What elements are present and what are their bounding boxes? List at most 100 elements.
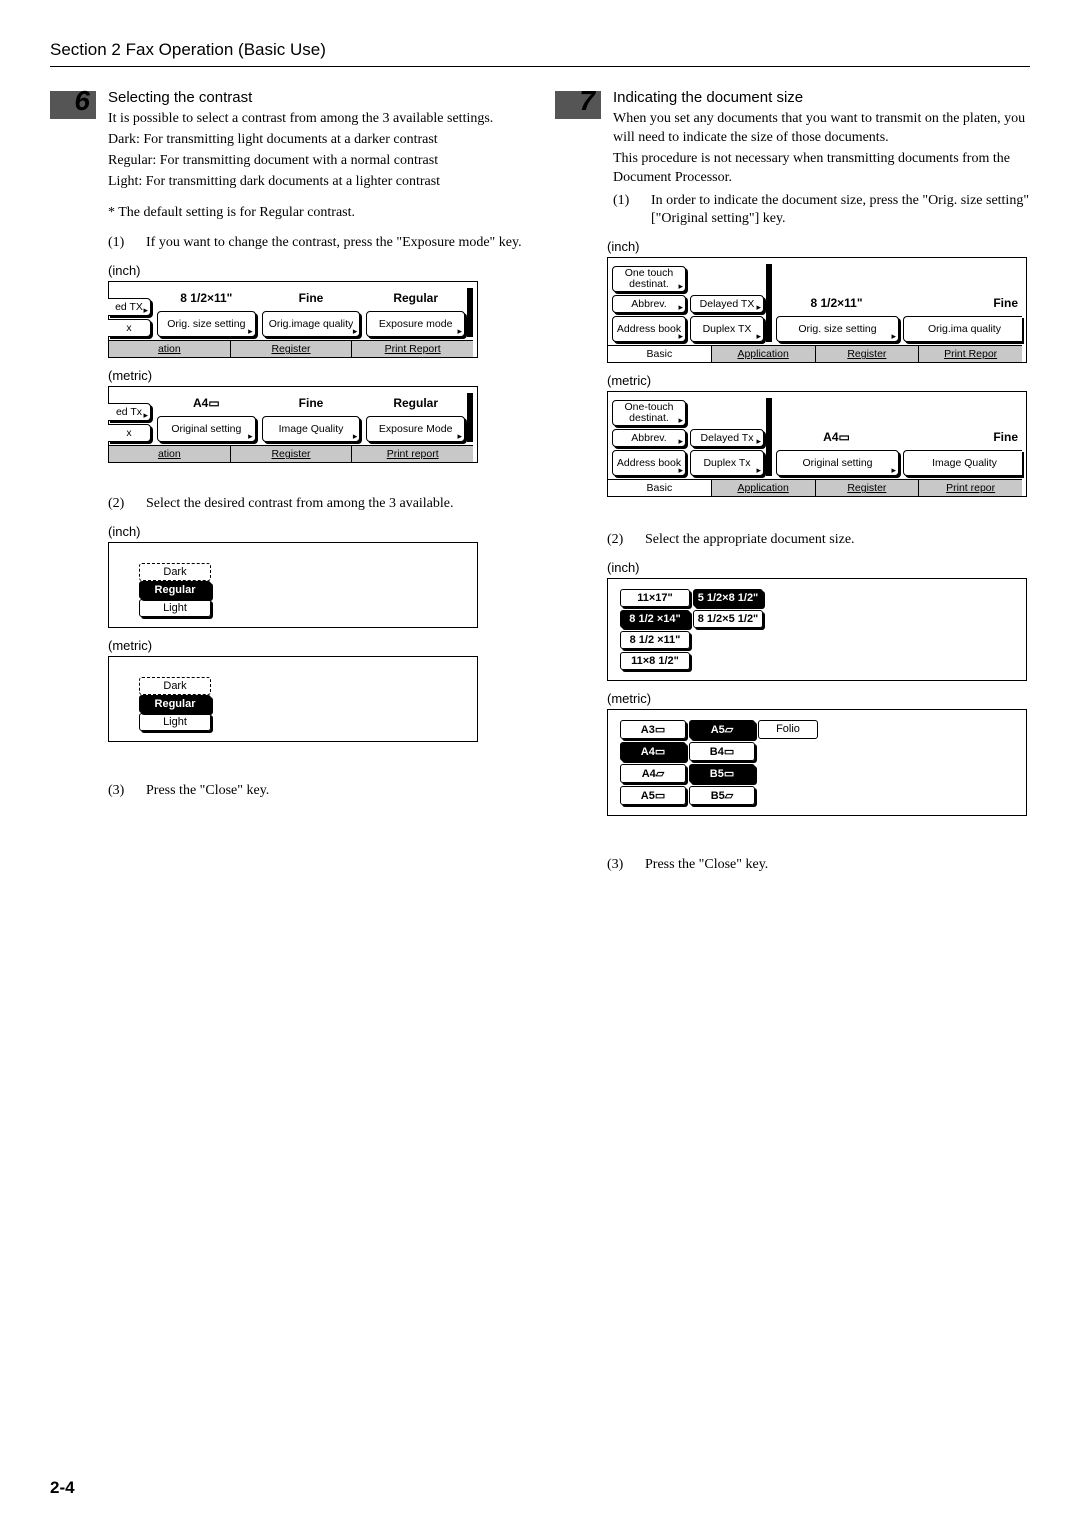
label-inch: (inch) [607,239,1030,254]
lcd-panel-6-inch: ed TX▸ x 8 1/2×11" Orig. size setting▸ F… [108,281,478,358]
step7-1-text: In order to indicate the document size, … [651,192,1030,230]
lcd-btn[interactable]: x [108,319,151,337]
lcd-btn[interactable]: Duplex TX▸ [690,316,764,342]
lcd-btn[interactable]: ed TX▸ [108,298,151,316]
label-metric: (metric) [607,373,1030,388]
contrast-dark[interactable]: Dark [139,563,211,581]
label-inch: (inch) [108,263,525,278]
step7-badge: 7 [555,91,601,119]
step7-title: Indicating the document size [613,89,1030,106]
lcd-btn[interactable]: One touch destinat.▸ [612,266,686,292]
size-btn[interactable]: 11×17" [620,589,690,607]
lcd-btn[interactable]: Abbrev.▸ [612,429,686,447]
lcd-btn[interactable]: ed Tx▸ [108,403,151,421]
lcd-display: A4▭ [776,427,897,447]
lcd-display: Fine [901,427,1022,447]
size-btn[interactable]: A3▭ [620,720,686,739]
lcd-display: A4▭ [157,393,256,413]
size-btn[interactable]: A5▭ [620,786,686,805]
size-btn[interactable]: A4▭ [620,742,686,761]
lcd-btn[interactable]: Delayed Tx▸ [690,429,764,447]
step6-title: Selecting the contrast [108,89,525,106]
step6-badge: 6 [50,91,96,119]
column-step6: 6 Selecting the contrast It is possible … [50,89,525,875]
lcd-btn[interactable]: Abbrev.▸ [612,295,686,313]
size-panel-metric: A3▭ A5▱ Folio A4▭ B4▭ A4▱ B5▭ A5▭ B5▱ [607,709,1027,816]
lcd-btn[interactable]: Address book▸ [612,450,686,476]
page-number: 2-4 [50,1478,75,1498]
size-btn[interactable]: 8 1/2 ×11" [620,631,690,649]
contrast-panel-inch: Dark Regular Light [108,542,478,628]
lcd-display: Fine [901,293,1022,313]
size-btn[interactable]: A5▱ [689,720,755,739]
contrast-light[interactable]: Light [139,599,211,617]
step6-2-num: (2) [108,495,136,514]
lcd-panel-7-inch: One touch destinat.▸ Abbrev.▸ Address bo… [607,257,1027,363]
lcd-tab[interactable]: Basic [608,345,712,362]
lcd-tab[interactable]: Register [231,445,353,462]
lcd-btn[interactable]: Exposure mode▸ [366,311,465,337]
lcd-btn[interactable]: Delayed TX▸ [690,295,764,313]
lcd-tab[interactable]: Print Repor [919,345,1022,362]
size-btn[interactable]: 8 1/2×5 1/2" [693,610,763,628]
step6-p4: Light: For transmitting dark documents a… [108,173,525,192]
step6-1-num: (1) [108,234,136,253]
size-btn[interactable]: B5▱ [689,786,755,805]
lcd-tab[interactable]: ation [109,340,231,357]
lcd-btn[interactable]: Duplex Tx▸ [690,450,764,476]
label-inch: (inch) [607,560,1030,575]
lcd-btn[interactable]: x [108,424,151,442]
contrast-regular[interactable]: Regular [139,581,211,599]
lcd-display: Regular [366,288,465,308]
lcd-tab[interactable]: Print repor [919,479,1022,496]
lcd-tab[interactable]: ation [109,445,231,462]
step6-note: * The default setting is for Regular con… [108,204,525,223]
contrast-light[interactable]: Light [139,713,211,731]
step7-2-text: Select the appropriate document size. [645,531,855,550]
section-header: Section 2 Fax Operation (Basic Use) [50,40,1030,67]
step6-3-text: Press the "Close" key. [146,782,269,801]
size-btn[interactable]: 11×8 1/2" [620,652,690,670]
size-btn[interactable]: A4▱ [620,764,686,783]
lcd-tab[interactable]: Print Report [352,340,473,357]
lcd-display: Fine [262,288,361,308]
size-panel-inch: 11×17" 5 1/2×8 1/2" 8 1/2 ×14" 8 1/2×5 1… [607,578,1027,681]
lcd-tab[interactable]: Register [816,345,920,362]
lcd-btn[interactable]: Image Quality▸ [262,416,361,442]
lcd-display: 8 1/2×11" [157,288,256,308]
lcd-tab[interactable]: Register [816,479,920,496]
lcd-btn[interactable]: Orig. size setting▸ [157,311,256,337]
lcd-btn[interactable]: Exposure Mode▸ [366,416,465,442]
label-metric: (metric) [108,368,525,383]
lcd-btn[interactable]: Image Quality [903,450,1022,476]
lcd-display: Regular [366,393,465,413]
step7-p2: This procedure is not necessary when tra… [613,150,1030,188]
size-btn[interactable]: Folio [758,720,818,739]
lcd-btn[interactable]: Original setting▸ [776,450,899,476]
step7-3-text: Press the "Close" key. [645,856,768,875]
size-btn[interactable]: B4▭ [689,742,755,761]
lcd-tab[interactable]: Basic [608,479,712,496]
step6-1-text: If you want to change the contrast, pres… [146,234,522,253]
lcd-display: Fine [262,393,361,413]
lcd-btn[interactable]: Orig.ima quality [903,316,1022,342]
step6-2-text: Select the desired contrast from among t… [146,495,454,514]
contrast-regular[interactable]: Regular [139,695,211,713]
lcd-btn[interactable]: Orig. size setting▸ [776,316,899,342]
lcd-btn[interactable]: Address book▸ [612,316,686,342]
label-metric: (metric) [108,638,525,653]
step6-p2: Dark: For transmitting light documents a… [108,131,525,150]
lcd-panel-6-metric: ed Tx▸ x A4▭ Original setting▸ Fine Imag… [108,386,478,463]
lcd-tab[interactable]: Print report [352,445,473,462]
contrast-dark[interactable]: Dark [139,677,211,695]
lcd-tab[interactable]: Application [712,345,816,362]
size-btn[interactable]: 5 1/2×8 1/2" [693,589,763,607]
size-btn[interactable]: 8 1/2 ×14" [620,610,690,628]
lcd-btn[interactable]: Original setting▸ [157,416,256,442]
lcd-btn[interactable]: One-touch destinat.▸ [612,400,686,426]
lcd-tab[interactable]: Register [231,340,353,357]
lcd-tab[interactable]: Application [712,479,816,496]
column-step7: 7 Indicating the document size When you … [555,89,1030,875]
size-btn[interactable]: B5▭ [689,764,755,783]
lcd-btn[interactable]: Orig.image quality▸ [262,311,361,337]
